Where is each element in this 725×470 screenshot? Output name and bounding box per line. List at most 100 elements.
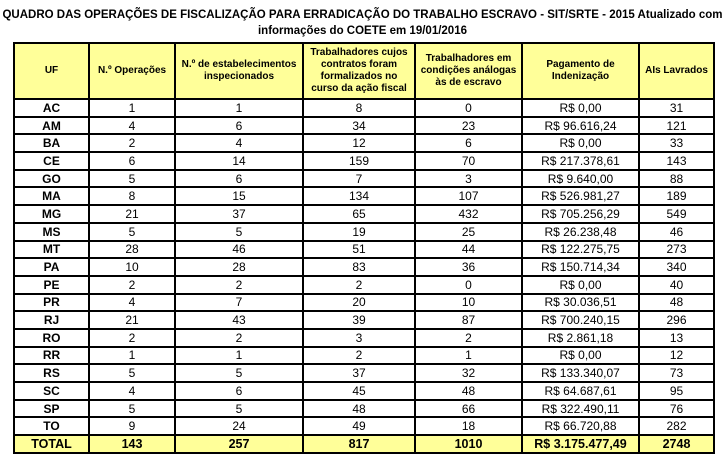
table-row: PR 4 7 20 10 R$ 30.036,51 48 — [13, 292, 715, 313]
table-row: AM 4 6 34 23 R$ 96.616,24 121 — [13, 115, 715, 136]
col-header-operacoes: N.º Operações — [88, 42, 176, 100]
value-cell: 2 — [88, 327, 176, 348]
value-cell: 37 — [174, 204, 304, 224]
uf-cell: RR — [13, 345, 90, 366]
table-row: RO 2 2 3 2 R$ 2.861,18 13 — [13, 327, 715, 348]
value-cell: R$ 64.687,61 — [521, 381, 640, 401]
value-cell: 46 — [638, 221, 715, 242]
value-cell: 1 — [88, 345, 176, 366]
value-cell: 5 — [88, 168, 176, 189]
value-cell: 5 — [88, 398, 176, 419]
value-cell: R$ 2.861,18 — [521, 327, 640, 348]
col-header-ais-lavrados: AIs Lavrados — [638, 42, 715, 100]
uf-cell: CE — [13, 151, 90, 171]
value-cell: 6 — [174, 381, 304, 401]
value-cell: 21 — [88, 310, 176, 330]
value-cell: 95 — [638, 381, 715, 401]
value-cell: 2 — [174, 327, 304, 348]
value-cell: 143 — [638, 151, 715, 171]
value-cell: 76 — [638, 398, 715, 419]
value-cell: 49 — [302, 416, 416, 437]
value-cell: 48 — [302, 398, 416, 419]
col-header-contratos-formalizados: Trabalhadores cujos contratos foram form… — [302, 42, 416, 100]
value-cell: 4 — [174, 133, 304, 154]
total-contratos-formalizados: 817 — [302, 434, 416, 455]
value-cell: 14 — [174, 151, 304, 171]
value-cell: 5 — [88, 363, 176, 383]
value-cell: 4 — [88, 115, 176, 136]
value-cell: R$ 705.256,29 — [521, 204, 640, 224]
value-cell: R$ 322.490,11 — [521, 398, 640, 419]
uf-cell: SP — [13, 398, 90, 419]
uf-cell: MG — [13, 204, 90, 224]
value-cell: 159 — [302, 151, 416, 171]
total-pagamento-indenizacao: R$ 3.175.477,49 — [521, 434, 640, 455]
value-cell: 7 — [302, 168, 416, 189]
value-cell: R$ 526.981,27 — [521, 186, 640, 207]
value-cell: 3 — [302, 327, 416, 348]
value-cell: 282 — [638, 416, 715, 437]
value-cell: R$ 0,00 — [521, 345, 640, 366]
value-cell: 33 — [638, 133, 715, 154]
value-cell: 432 — [414, 204, 523, 224]
value-cell: 189 — [638, 186, 715, 207]
table-row: PE 2 2 2 0 R$ 0,00 40 — [13, 274, 715, 295]
operations-table: UF N.º Operações N.º de estabelecimentos… — [13, 42, 715, 455]
value-cell: 5 — [174, 221, 304, 242]
table-row: MS 5 5 19 25 R$ 26.238,48 46 — [13, 221, 715, 242]
table-row: RJ 21 43 39 87 R$ 700.240,15 296 — [13, 310, 715, 330]
uf-cell: RO — [13, 327, 90, 348]
value-cell: 4 — [88, 381, 176, 401]
col-header-uf: UF — [13, 42, 90, 100]
total-operacoes: 143 — [88, 434, 176, 455]
value-cell: 46 — [174, 239, 304, 260]
value-cell: 273 — [638, 239, 715, 260]
value-cell: 2 — [302, 345, 416, 366]
table-row: MT 28 46 51 44 R$ 122.275,75 273 — [13, 239, 715, 260]
uf-cell: MA — [13, 186, 90, 207]
value-cell: 45 — [302, 381, 416, 401]
value-cell: 83 — [302, 257, 416, 277]
value-cell: 87 — [414, 310, 523, 330]
page-title-line-2: informações do COETE em 19/01/2016 — [257, 25, 467, 37]
value-cell: 21 — [88, 204, 176, 224]
value-cell: 5 — [174, 398, 304, 419]
value-cell: R$ 26.238,48 — [521, 221, 640, 242]
page-title-line-1: QUADRO DAS OPERAÇÕES DE FISCALIZAÇÃO PAR… — [2, 9, 723, 21]
value-cell: 28 — [88, 239, 176, 260]
value-cell: 66 — [414, 398, 523, 419]
value-cell: R$ 9.640,00 — [521, 168, 640, 189]
table-row: RS 5 5 37 32 R$ 133.340,07 73 — [13, 363, 715, 383]
value-cell: R$ 66.720,88 — [521, 416, 640, 437]
uf-cell: AC — [13, 98, 90, 118]
page-title: QUADRO DAS OPERAÇÕES DE FISCALIZAÇÃO PAR… — [0, 7, 725, 39]
value-cell: R$ 700.240,15 — [521, 310, 640, 330]
value-cell: 34 — [302, 115, 416, 136]
value-cell: R$ 217.378,61 — [521, 151, 640, 171]
value-cell: 5 — [88, 221, 176, 242]
table-row: GO 5 6 7 3 R$ 9.640,00 88 — [13, 168, 715, 189]
value-cell: 4 — [88, 292, 176, 313]
uf-cell: TO — [13, 416, 90, 437]
value-cell: 549 — [638, 204, 715, 224]
table-row: RR 1 1 2 1 R$ 0,00 12 — [13, 345, 715, 366]
table-row: AC 1 1 8 0 R$ 0,00 31 — [13, 98, 715, 118]
table-row: SP 5 5 48 66 R$ 322.490,11 76 — [13, 398, 715, 419]
value-cell: 12 — [638, 345, 715, 366]
value-cell: 2 — [414, 327, 523, 348]
value-cell: 5 — [174, 363, 304, 383]
uf-cell: MT — [13, 239, 90, 260]
value-cell: 32 — [414, 363, 523, 383]
value-cell: R$ 150.714,34 — [521, 257, 640, 277]
value-cell: 6 — [174, 168, 304, 189]
value-cell: 121 — [638, 115, 715, 136]
table-row: CE 6 14 159 70 R$ 217.378,61 143 — [13, 151, 715, 171]
col-header-condicoes-analogas: Trabalhadores em condições análogas às d… — [414, 42, 523, 100]
total-condicoes-analogas: 1010 — [414, 434, 523, 455]
value-cell: 7 — [174, 292, 304, 313]
value-cell: 1 — [174, 98, 304, 118]
value-cell: 340 — [638, 257, 715, 277]
value-cell: 28 — [174, 257, 304, 277]
value-cell: 8 — [302, 98, 416, 118]
